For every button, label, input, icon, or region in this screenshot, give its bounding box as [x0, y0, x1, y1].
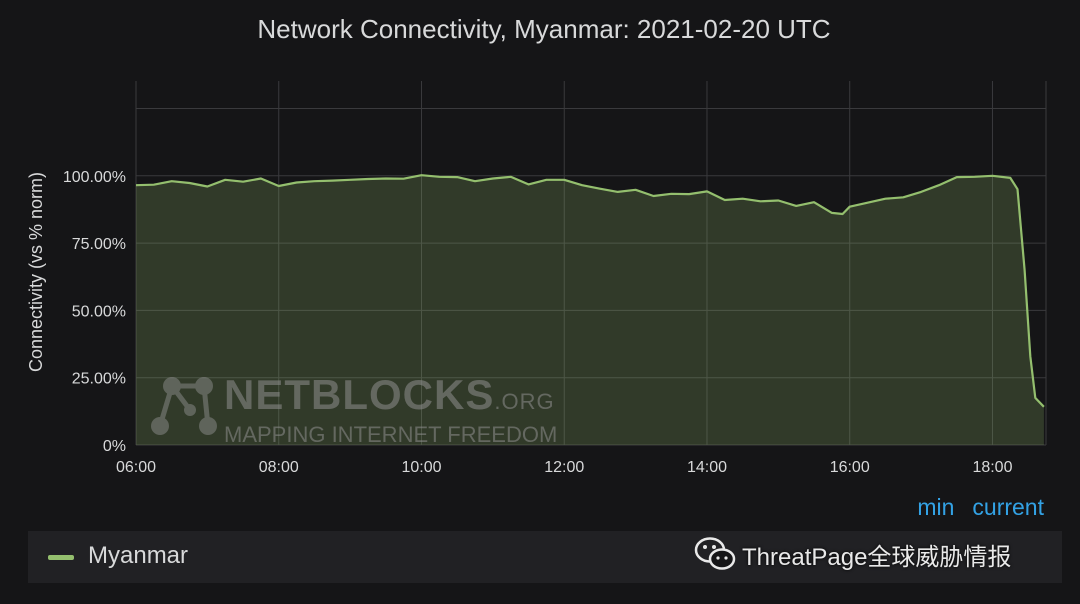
data-point: [741, 197, 743, 199]
data-point: [1016, 188, 1018, 190]
data-point: [599, 187, 601, 189]
y-tick-label: 100.00%: [63, 169, 126, 186]
data-point: [920, 191, 922, 193]
data-point: [991, 175, 993, 177]
x-tick-label: 08:00: [259, 459, 299, 476]
corner-watermark: ThreatPage全球威胁情报: [694, 534, 1011, 574]
netblocks-wordmark: NETBLOCKS.ORG MAPPING INTERNET FREEDOM: [224, 374, 557, 447]
data-point: [545, 179, 547, 181]
data-point: [831, 212, 833, 214]
x-tick-label: 14:00: [687, 459, 727, 476]
legend-swatch: [48, 555, 74, 560]
legend-header: min current: [899, 494, 1044, 521]
data-point: [438, 176, 440, 178]
x-tick-label: 10:00: [401, 459, 441, 476]
data-point: [474, 180, 476, 182]
data-point: [617, 191, 619, 193]
data-point: [1023, 269, 1025, 271]
data-point: [724, 199, 726, 201]
data-point: [841, 213, 843, 215]
data-point: [956, 176, 958, 178]
data-point: [1029, 355, 1031, 357]
data-point: [795, 205, 797, 207]
data-point: [813, 201, 815, 203]
data-point: [206, 185, 208, 187]
data-point: [563, 179, 565, 181]
netblocks-suffix: .ORG: [494, 389, 554, 414]
y-tick-label: 25.00%: [72, 371, 126, 388]
data-point: [510, 176, 512, 178]
data-point: [652, 195, 654, 197]
data-point: [385, 177, 387, 179]
netblocks-name: NETBLOCKS: [224, 371, 494, 418]
data-point: [278, 185, 280, 187]
data-point: [188, 182, 190, 184]
data-point: [402, 178, 404, 180]
y-tick-label: 0%: [103, 438, 126, 455]
data-point: [420, 174, 422, 176]
data-point: [224, 179, 226, 181]
data-point: [170, 180, 172, 182]
netblocks-tagline: MAPPING INTERNET FREEDOM: [224, 423, 557, 447]
x-tick-label: 16:00: [830, 459, 870, 476]
corner-watermark-text: ThreatPage全球威胁情报: [742, 537, 1011, 572]
data-point: [492, 177, 494, 179]
x-tick-label: 12:00: [544, 459, 584, 476]
data-point: [295, 181, 297, 183]
data-point: [670, 193, 672, 195]
data-point: [706, 190, 708, 192]
data-point: [456, 176, 458, 178]
y-tick-label: 50.00%: [72, 303, 126, 320]
wechat-icon: [694, 534, 736, 574]
legend-series-label[interactable]: Myanmar: [88, 542, 188, 570]
data-point: [938, 184, 940, 186]
data-point: [349, 179, 351, 181]
data-point: [1009, 177, 1011, 179]
data-point: [153, 183, 155, 185]
data-point: [884, 197, 886, 199]
data-point: [135, 184, 137, 186]
legend-min-column[interactable]: min: [917, 494, 954, 520]
netblocks-logo-icon: [146, 376, 224, 438]
data-point: [242, 180, 244, 182]
data-point: [688, 193, 690, 195]
data-point: [313, 180, 315, 182]
data-point: [1043, 406, 1045, 408]
data-point: [1034, 397, 1036, 399]
data-point: [581, 184, 583, 186]
data-point: [866, 201, 868, 203]
data-point: [331, 179, 333, 181]
data-point: [777, 199, 779, 201]
data-point: [367, 178, 369, 180]
data-point: [902, 196, 904, 198]
x-tick-label: 06:00: [116, 459, 156, 476]
legend-current-column[interactable]: current: [972, 494, 1044, 520]
data-point: [527, 183, 529, 185]
data-point: [973, 176, 975, 178]
data-point: [849, 206, 851, 208]
data-point: [260, 177, 262, 179]
y-axis-label: Connectivity (vs % norm): [26, 172, 46, 372]
data-point: [634, 189, 636, 191]
x-tick-label: 18:00: [972, 459, 1012, 476]
y-tick-label: 75.00%: [72, 236, 126, 253]
data-point: [759, 200, 761, 202]
